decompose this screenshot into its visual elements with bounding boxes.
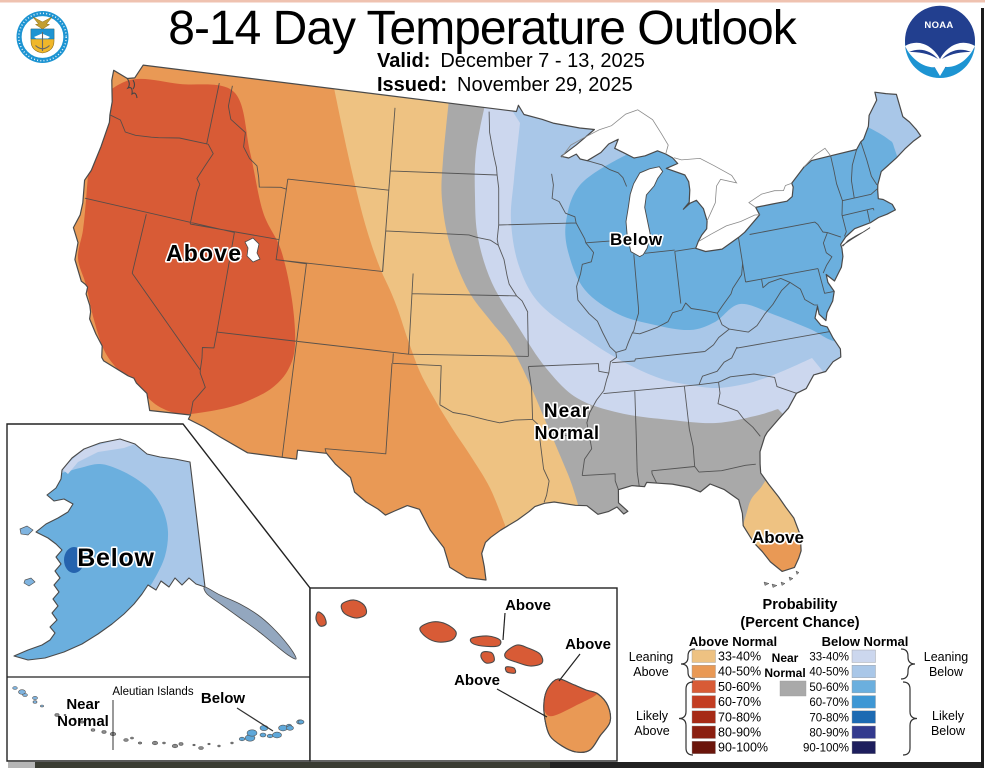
svg-text:60-70%: 60-70% [809,697,849,709]
svg-text:60-70%: 60-70% [718,695,761,709]
svg-text:80-90%: 80-90% [718,726,761,740]
svg-text:70-80%: 70-80% [809,712,849,724]
svg-text:33-40%: 33-40% [718,650,761,664]
svg-text:33-40%: 33-40% [809,652,849,664]
svg-text:Above: Above [633,665,668,679]
svg-text:Issued:November 29, 2025: Issued: November 29, 2025 [377,74,633,96]
svg-text:Above: Above [166,240,242,266]
svg-text:Near: Near [66,696,100,713]
svg-text:Likely: Likely [932,709,965,723]
svg-text:Above: Above [634,724,669,738]
svg-text:Leaning: Leaning [924,650,969,664]
svg-text:Above Normal: Above Normal [689,634,777,649]
svg-text:(Percent Chance): (Percent Chance) [740,615,859,631]
svg-text:Below: Below [77,544,155,572]
svg-text:Above: Above [454,672,500,689]
svg-text:8-14 Day Temperature Outlook: 8-14 Day Temperature Outlook [168,2,797,55]
svg-text:Near: Near [772,651,799,665]
svg-text:40-50%: 40-50% [718,665,761,679]
svg-text:Aleutian Islands: Aleutian Islands [112,686,193,698]
svg-text:50-60%: 50-60% [809,682,849,694]
svg-text:Near: Near [544,401,590,422]
svg-text:Valid:December 7 - 13, 2025: Valid: December 7 - 13, 2025 [377,50,645,72]
svg-text:Above: Above [752,528,804,547]
svg-text:Normal: Normal [764,666,805,680]
svg-text:NOAA: NOAA [924,20,953,31]
svg-text:Probability: Probability [763,597,838,613]
svg-text:Below: Below [929,665,964,679]
svg-text:Above: Above [505,597,551,614]
svg-text:Likely: Likely [636,709,669,723]
svg-text:Normal: Normal [534,423,599,443]
svg-text:Below: Below [201,690,246,707]
svg-text:Below Normal: Below Normal [822,634,909,649]
svg-text:Below: Below [610,230,663,249]
svg-text:40-50%: 40-50% [809,667,849,679]
svg-text:80-90%: 80-90% [809,728,849,740]
svg-text:Leaning: Leaning [629,650,674,664]
svg-text:Normal: Normal [57,713,109,730]
svg-text:70-80%: 70-80% [718,710,761,724]
svg-text:90-100%: 90-100% [803,743,849,755]
svg-text:Above: Above [565,636,611,653]
svg-text:Below: Below [931,724,966,738]
svg-text:90-100%: 90-100% [718,741,768,755]
svg-text:50-60%: 50-60% [718,680,761,694]
